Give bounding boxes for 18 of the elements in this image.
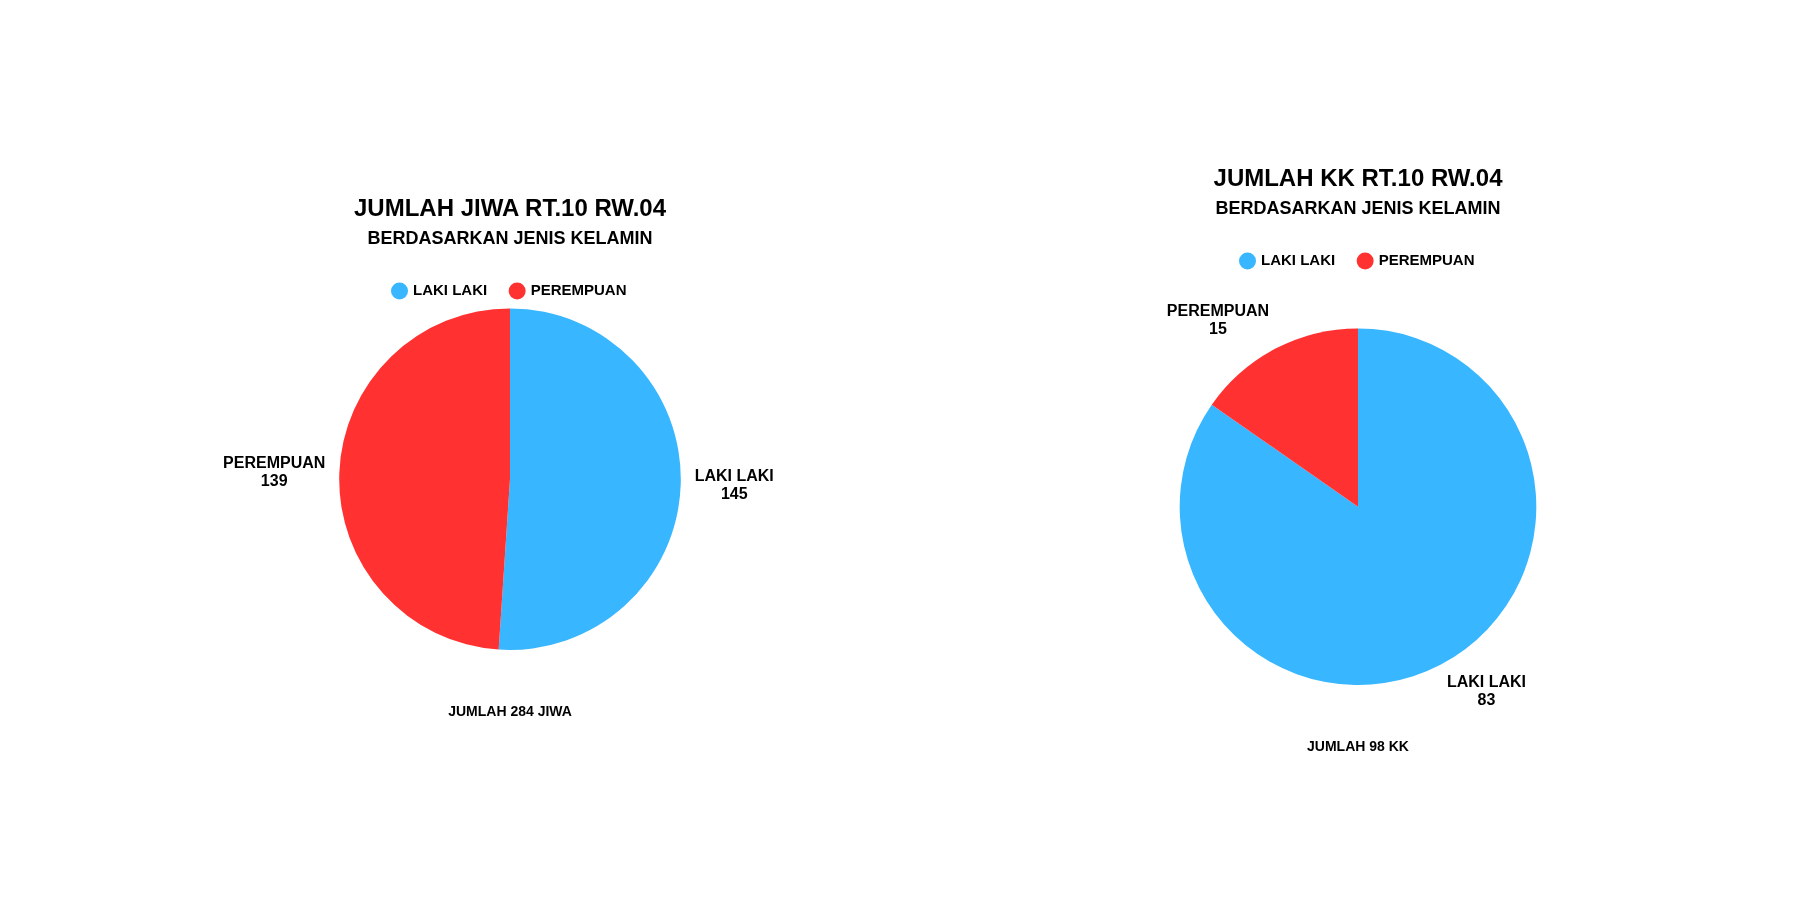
slice-label: PEREMPUAN — [223, 454, 326, 472]
slice-label: LAKI LAKI — [694, 466, 774, 484]
text: JUMLAH 98 KK — [1307, 737, 1409, 754]
chart-subtitle: BERDASARKAN JENIS KELAMIN — [367, 227, 653, 248]
legend-label: LAKI LAKI — [1261, 251, 1336, 269]
legend-label: PEREMPUAN — [530, 281, 627, 299]
slice-label: PEREMPUAN — [1166, 301, 1270, 319]
chart-title: JUMLAH JIWA RT.10 RW.04 — [353, 194, 667, 222]
legend-label: LAKI LAKI — [413, 281, 488, 299]
legend-label: PEREMPUAN — [1378, 251, 1475, 269]
slice-label: LAKI LAKI — [1446, 672, 1527, 690]
text: JUMLAH 284 JIWA — [448, 702, 572, 719]
data-label: 139 — [260, 472, 288, 490]
data-label: 15 — [1209, 319, 1227, 337]
chart-title: JUMLAH KK RT.10 RW.04 — [1213, 164, 1504, 192]
chart-subtitle: BERDASARKAN JENIS KELAMIN — [1215, 197, 1501, 218]
data-label: 145 — [720, 484, 748, 502]
data-label: 83 — [1477, 690, 1496, 708]
